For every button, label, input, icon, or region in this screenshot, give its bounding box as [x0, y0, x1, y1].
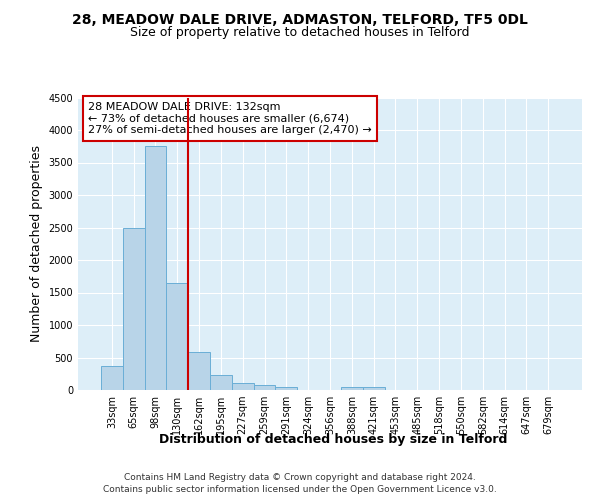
Text: 28 MEADOW DALE DRIVE: 132sqm
← 73% of detached houses are smaller (6,674)
27% of: 28 MEADOW DALE DRIVE: 132sqm ← 73% of de…: [88, 102, 372, 135]
Bar: [166, 283, 188, 390]
Text: Contains public sector information licensed under the Open Government Licence v3: Contains public sector information licen…: [103, 485, 497, 494]
Bar: [101, 366, 123, 390]
Bar: [254, 386, 275, 390]
Text: Distribution of detached houses by size in Telford: Distribution of detached houses by size …: [159, 432, 507, 446]
Bar: [341, 387, 363, 390]
Bar: [232, 383, 254, 390]
Text: 28, MEADOW DALE DRIVE, ADMASTON, TELFORD, TF5 0DL: 28, MEADOW DALE DRIVE, ADMASTON, TELFORD…: [72, 12, 528, 26]
Bar: [363, 387, 385, 390]
Bar: [188, 352, 210, 390]
Y-axis label: Number of detached properties: Number of detached properties: [30, 145, 43, 342]
Bar: [123, 228, 145, 390]
Text: Contains HM Land Registry data © Crown copyright and database right 2024.: Contains HM Land Registry data © Crown c…: [124, 472, 476, 482]
Bar: [275, 387, 297, 390]
Text: Size of property relative to detached houses in Telford: Size of property relative to detached ho…: [130, 26, 470, 39]
Bar: [210, 375, 232, 390]
Bar: [145, 146, 166, 390]
